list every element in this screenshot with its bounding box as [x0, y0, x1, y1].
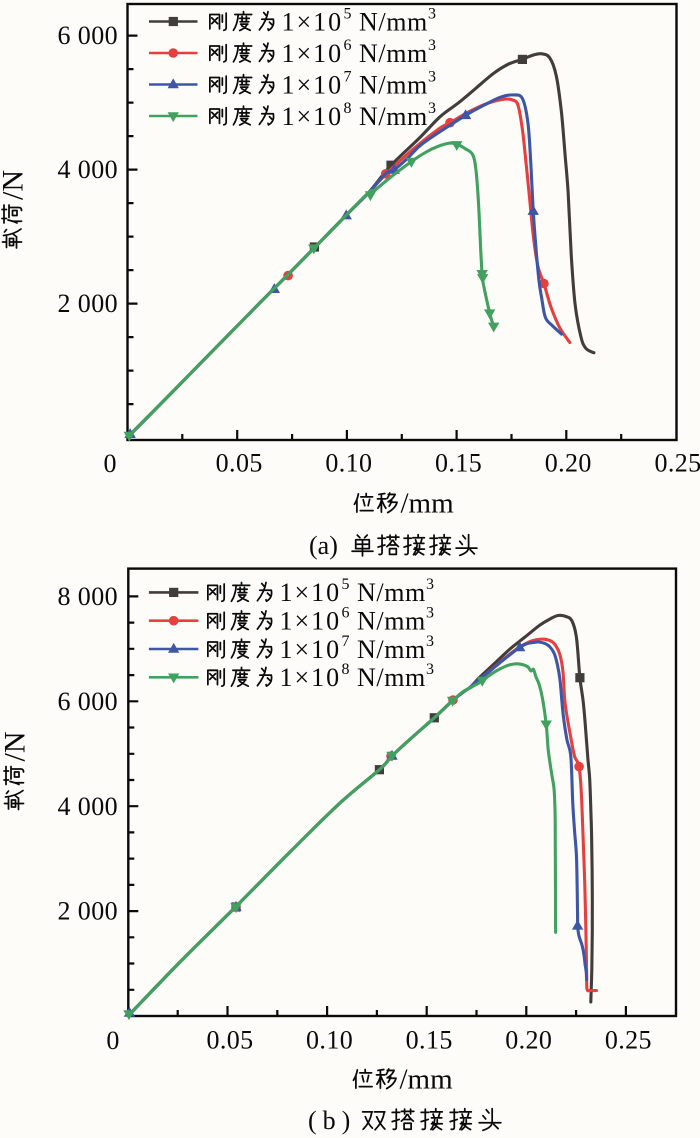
- svg-text:0.05: 0.05: [206, 1026, 253, 1055]
- svg-text:1×10: 1×10: [282, 7, 344, 36]
- svg-text:N/mm: N/mm: [359, 102, 428, 131]
- svg-text:1×10: 1×10: [280, 578, 342, 607]
- svg-text:(b): (b): [308, 1106, 356, 1135]
- svg-text:6 000: 6 000: [58, 21, 119, 50]
- svg-text:/N: /N: [0, 732, 32, 762]
- svg-text:(a): (a): [309, 531, 338, 560]
- svg-text:0.25: 0.25: [605, 1026, 652, 1055]
- svg-text:7: 7: [342, 633, 350, 650]
- svg-text:N/mm: N/mm: [359, 70, 428, 99]
- svg-text:3: 3: [426, 605, 434, 622]
- svg-text:0: 0: [104, 449, 117, 478]
- svg-text:6: 6: [344, 37, 352, 54]
- svg-text:5: 5: [344, 5, 352, 22]
- svg-text:4 000: 4 000: [58, 155, 119, 184]
- svg-text:N/mm: N/mm: [359, 7, 428, 36]
- svg-text:N/mm: N/mm: [357, 635, 426, 664]
- svg-text:0.25: 0.25: [654, 449, 700, 478]
- svg-text:/mm: /mm: [400, 1064, 454, 1096]
- svg-text:0.15: 0.15: [406, 1026, 453, 1055]
- svg-text:4 000: 4 000: [58, 792, 119, 821]
- svg-text:N/mm: N/mm: [359, 39, 428, 68]
- svg-text:3: 3: [426, 633, 434, 650]
- svg-text:0.05: 0.05: [216, 449, 263, 478]
- svg-text:0.20: 0.20: [545, 449, 592, 478]
- svg-text:/mm: /mm: [401, 488, 455, 520]
- svg-text:7: 7: [344, 68, 352, 85]
- svg-text:0.10: 0.10: [306, 1026, 353, 1055]
- svg-text:N/mm: N/mm: [357, 663, 426, 692]
- svg-text:3: 3: [428, 5, 436, 22]
- svg-text:1×10: 1×10: [280, 635, 342, 664]
- svg-text:8: 8: [342, 661, 350, 678]
- svg-text:8: 8: [344, 100, 352, 117]
- svg-text:8 000: 8 000: [58, 582, 119, 611]
- svg-text:3: 3: [428, 68, 436, 85]
- svg-text:0.20: 0.20: [505, 1026, 552, 1055]
- svg-text:0.15: 0.15: [435, 449, 482, 478]
- svg-text:3: 3: [428, 37, 436, 54]
- svg-text:N/mm: N/mm: [357, 607, 426, 636]
- svg-text:1×10: 1×10: [282, 102, 344, 131]
- svg-text:3: 3: [426, 661, 434, 678]
- svg-text:1×10: 1×10: [282, 39, 344, 68]
- svg-text:6 000: 6 000: [58, 687, 119, 716]
- svg-text:/N: /N: [0, 170, 30, 200]
- svg-text:0.10: 0.10: [325, 449, 372, 478]
- svg-text:0: 0: [106, 1026, 119, 1055]
- svg-text:5: 5: [342, 576, 350, 593]
- svg-text:N/mm: N/mm: [357, 578, 426, 607]
- svg-text:3: 3: [426, 576, 434, 593]
- svg-text:1×10: 1×10: [280, 663, 342, 692]
- svg-text:2 000: 2 000: [58, 897, 119, 926]
- svg-text:6: 6: [342, 605, 350, 622]
- svg-text:1×10: 1×10: [282, 70, 344, 99]
- svg-text:3: 3: [428, 100, 436, 117]
- svg-text:1×10: 1×10: [280, 607, 342, 636]
- svg-text:2 000: 2 000: [58, 289, 119, 318]
